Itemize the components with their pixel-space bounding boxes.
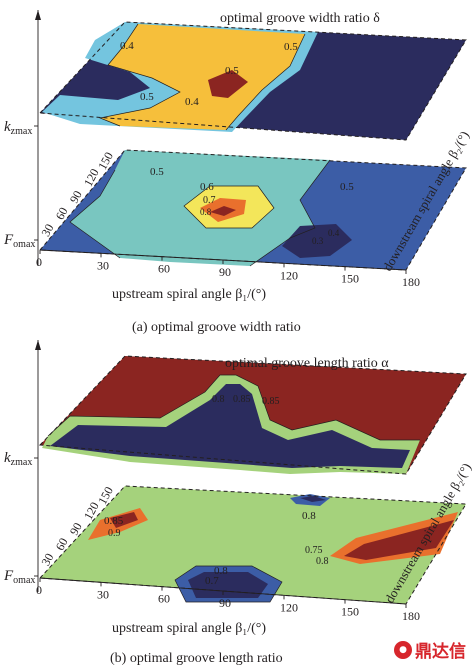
bottom-contour-label: 0.6 bbox=[200, 181, 214, 193]
top-contour-label: 0.8 bbox=[212, 394, 225, 405]
bottom-contour-label: 0.5 bbox=[340, 181, 354, 193]
bottom-contour-label: 0.8 bbox=[200, 207, 212, 217]
x-tick-label: 30 bbox=[97, 587, 109, 601]
depth-tick-label: 30 bbox=[38, 222, 56, 239]
x-tick-label: 30 bbox=[97, 258, 109, 272]
region-red-a-bottom bbox=[210, 206, 236, 216]
watermark-seal-icon: ● bbox=[394, 640, 412, 659]
panel-a: 0.4 0.5 0.4 0.5 0.5 optimal groove width… bbox=[3, 10, 472, 335]
panel-b: 0.8 0.85 0.85 optimal groove length rati… bbox=[3, 340, 472, 666]
y-axis-label-kzmax-a: kzmax bbox=[4, 119, 32, 137]
y-axis-label-fomax-a: Fomax bbox=[3, 232, 35, 250]
panel-caption-a: (a) optimal groove width ratio bbox=[132, 320, 301, 335]
bottom-contour-label: 0.3 bbox=[312, 236, 324, 246]
x-tick-label: 90 bbox=[219, 596, 231, 610]
y-axis-label-k: k bbox=[4, 119, 11, 135]
y-axis-label-sub: zmax bbox=[11, 126, 33, 137]
x-axis-label-b: upstream spiral angle β₁/(°) bbox=[112, 621, 266, 636]
region-dark-b-bottom bbox=[188, 572, 268, 598]
x-tick-label: 120 bbox=[280, 268, 298, 282]
region-red-b-bottom-left bbox=[110, 512, 138, 528]
top-plane-b: 0.8 0.85 0.85 bbox=[38, 355, 467, 475]
bottom-contour-label: 0.8 bbox=[302, 510, 316, 522]
depth-tick-label: 60 bbox=[53, 205, 71, 222]
x-tick-label: 90 bbox=[219, 265, 231, 279]
x-tick-label: 150 bbox=[341, 605, 359, 619]
y-axis-label-sub: zmax bbox=[11, 457, 33, 468]
depth-tick-label: 90 bbox=[67, 188, 85, 205]
top-contour-label: 0.5 bbox=[225, 65, 239, 77]
bottom-plane-b: 0.85 0.9 0.8 0.8 0.75 0.8 0.7 bbox=[38, 485, 467, 605]
top-contour-label: 0.5 bbox=[284, 41, 298, 53]
x-tick-label: 150 bbox=[341, 272, 359, 286]
contour-line-a-bottom-3 bbox=[69, 169, 121, 259]
top-contour-label: 0.4 bbox=[120, 40, 134, 52]
top-plane-border-b bbox=[38, 355, 467, 475]
region-red-a-top bbox=[208, 70, 248, 98]
y-axis-label-sub: omax bbox=[13, 239, 35, 250]
x-axis-label-a: upstream spiral angle β₁/(°) bbox=[112, 287, 266, 302]
bottom-plane-a: 0.5 0.6 0.7 0.8 0.5 0.4 0.3 bbox=[38, 149, 467, 271]
top-contour-label: 0.5 bbox=[140, 91, 154, 103]
top-contour-label: 0.85 bbox=[262, 396, 280, 407]
region-green-b-bottom bbox=[40, 486, 466, 604]
bottom-contour-label: 0.8 bbox=[316, 556, 329, 567]
x-tick-label: 0 bbox=[36, 583, 42, 597]
contour-line-b-top-1 bbox=[47, 374, 420, 441]
watermark: ● 鼎达信 bbox=[394, 637, 466, 662]
vertical-axis-arrow-b bbox=[35, 340, 41, 350]
y-axis-label-fomax-b: Fomax bbox=[3, 568, 35, 586]
y-axis-label-sub: omax bbox=[13, 575, 35, 586]
y-axis-label-F: F bbox=[3, 568, 14, 584]
x-tick-label: 0 bbox=[36, 255, 42, 269]
region-dark-a-bottom bbox=[282, 224, 352, 258]
panel-caption-b: (b) optimal groove length ratio bbox=[110, 651, 283, 666]
top-plane-title-b: optimal groove length ratio α bbox=[225, 356, 389, 371]
x-tick-label: 180 bbox=[402, 275, 420, 289]
contour-line-b-bottom-1 bbox=[174, 565, 283, 603]
x-tick-label: 180 bbox=[402, 609, 420, 623]
x-tick-labels-b: 0 30 60 90 120 150 180 bbox=[36, 578, 420, 623]
y-axis-label-k: k bbox=[4, 450, 11, 466]
bottom-contour-label: 0.85 bbox=[104, 515, 124, 527]
contour-line-a-top-2 bbox=[225, 33, 306, 131]
top-contour-label: 0.4 bbox=[185, 96, 199, 108]
contour-line-a-bottom-1 bbox=[183, 185, 275, 229]
top-plane-title-a: optimal groove width ratio δ bbox=[220, 11, 380, 26]
watermark-text: 鼎达信 bbox=[415, 642, 466, 662]
x-tick-label: 60 bbox=[158, 262, 170, 276]
region-yellow-a-top bbox=[100, 24, 305, 130]
region-red-b-bottom-right bbox=[344, 520, 454, 560]
vertical-axis-arrow-a bbox=[35, 10, 41, 20]
bottom-contour-label: 0.5 bbox=[150, 166, 164, 178]
bottom-contour-label: 0.7 bbox=[205, 575, 219, 587]
contour-line-a-bottom-2 bbox=[249, 159, 331, 267]
bottom-plane-border-a bbox=[38, 149, 467, 271]
top-plane-a: 0.4 0.5 0.4 0.5 0.5 bbox=[38, 21, 467, 141]
top-contour-label: 0.85 bbox=[233, 394, 251, 405]
bottom-contour-label: 0.7 bbox=[203, 195, 216, 206]
region-dark-b-bottom-top bbox=[300, 496, 326, 502]
region-dark-b-top bbox=[50, 384, 410, 468]
x-tick-label: 120 bbox=[280, 600, 298, 614]
top-plane-border-a bbox=[38, 21, 467, 141]
depth-tick-label: 90 bbox=[67, 520, 85, 537]
bottom-contour-label: 0.9 bbox=[108, 528, 121, 539]
bottom-contour-label: 0.8 bbox=[214, 565, 228, 577]
depth-tick-label: 60 bbox=[53, 536, 71, 553]
x-tick-label: 60 bbox=[158, 592, 170, 606]
y-axis-label-F: F bbox=[3, 232, 14, 248]
bottom-contour-label: 0.4 bbox=[328, 228, 340, 238]
contour-line-a-top-1 bbox=[98, 23, 181, 127]
bottom-contour-label: 0.75 bbox=[305, 545, 323, 556]
y-axis-label-kzmax-b: kzmax bbox=[4, 450, 32, 468]
x-tick-labels-a: 0 30 60 90 120 150 180 bbox=[36, 250, 420, 289]
depth-tick-label: 30 bbox=[38, 551, 56, 568]
